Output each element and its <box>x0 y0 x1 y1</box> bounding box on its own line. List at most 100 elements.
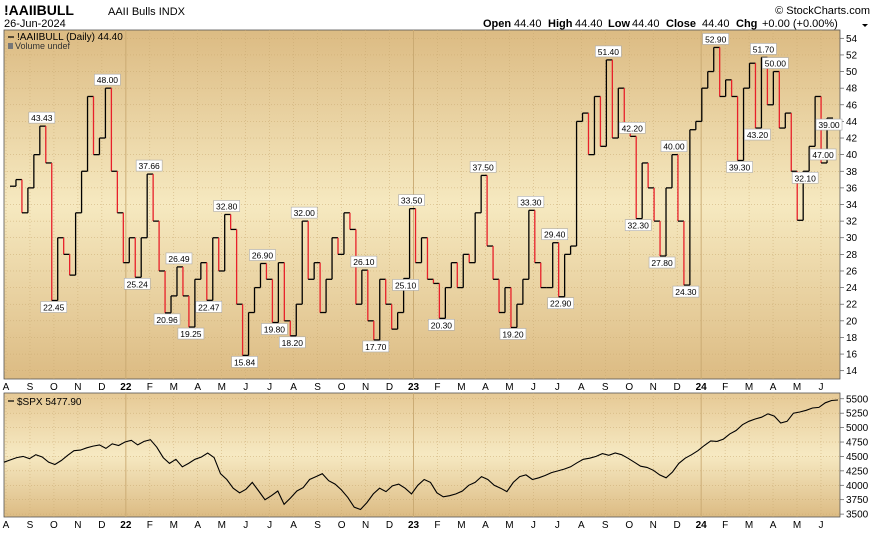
point-label-text: 37.50 <box>472 162 494 172</box>
main-y-tick-label: 42 <box>846 134 858 145</box>
low-label: Low <box>608 18 630 30</box>
point-label: 32.10 <box>791 171 819 184</box>
watermark: © StockCharts.com <box>775 5 870 17</box>
spx-x-tick-label: A <box>770 520 777 531</box>
main-x-tick-label: M <box>793 382 801 393</box>
point-label-text: 19.80 <box>264 324 286 334</box>
point-label: 26.90 <box>249 249 276 261</box>
close-value: 44.40 <box>702 18 730 30</box>
main-y-tick-label: 24 <box>846 283 858 294</box>
point-label: 51.40 <box>595 45 622 58</box>
point-label-text: 47.00 <box>812 150 834 160</box>
point-label-text: 51.70 <box>753 44 775 54</box>
point-label: 33.30 <box>517 196 545 208</box>
chart-date: 26-Jun-2024 <box>4 18 66 30</box>
point-label-text: 26.49 <box>168 254 190 264</box>
spx-x-tick-label: 22 <box>120 520 132 531</box>
point-label: 50.00 <box>762 57 789 69</box>
main-x-tick-label: J <box>555 382 560 393</box>
bulls-point-labels: 43.43 22.45 48.00 25.24 37.66 20.96 26.49 19.25… <box>28 33 843 368</box>
main-y-tick-label: 14 <box>846 366 858 377</box>
spx-x-axis: A S O N D 22 F M A M J J A S O N D 23 F M A M J J A S O N D 24 F M A M J <box>3 520 824 531</box>
spx-x-tick-label: A <box>3 520 10 531</box>
main-y-tick-label: 54 <box>846 34 858 45</box>
point-label-text: 52.90 <box>705 34 727 44</box>
point-label: 39.00 <box>815 118 843 131</box>
point-label-box <box>94 73 121 86</box>
point-label: 15.84 <box>231 356 258 368</box>
header-down-arrow <box>862 24 868 27</box>
spx-y-axis: 3500 3750 4000 4250 4500 4750 5000 5250 5500 <box>840 394 869 521</box>
point-label-text: 22.90 <box>550 299 572 309</box>
main-legend: !AAIIBULL (Daily) 44.40 Volume undef <box>8 32 123 51</box>
point-label-box <box>499 328 527 340</box>
spx-x-tick-label: O <box>338 520 346 531</box>
point-label: 20.96 <box>153 313 181 326</box>
point-label-text: 33.50 <box>401 196 423 206</box>
point-label: 43.20 <box>744 128 771 141</box>
point-label-text: 33.30 <box>520 197 542 207</box>
point-label-box <box>672 285 700 298</box>
spx-series-line <box>3 399 839 511</box>
point-label-text: 40.00 <box>663 142 685 152</box>
point-label-text: 29.40 <box>544 230 566 240</box>
point-label-text: 22.47 <box>198 302 220 312</box>
point-label-box <box>177 327 205 340</box>
main-x-tick-label: S <box>27 382 34 393</box>
spx-x-tick-label: A <box>482 520 489 531</box>
point-label: 39.30 <box>726 161 753 173</box>
spx-y-tick-label: 4750 <box>846 438 869 449</box>
main-panel-title: !AAIIBULL (Daily) 44.40 <box>17 32 123 43</box>
main-x-tick-label: 23 <box>408 382 420 393</box>
spx-gridlines <box>4 393 840 517</box>
point-label-text: 26.10 <box>353 257 375 267</box>
main-y-tick-label: 16 <box>846 350 858 361</box>
point-label-text: 19.25 <box>180 329 202 339</box>
point-label-box <box>398 194 425 206</box>
main-x-tick-label: M <box>457 382 465 393</box>
point-label-box <box>392 279 419 291</box>
main-x-tick-label: D <box>674 382 681 393</box>
main-x-tick-label: J <box>819 382 824 393</box>
point-label: 42.20 <box>618 122 646 134</box>
spx-x-tick-label: J <box>531 520 536 531</box>
spx-x-tick-label: S <box>602 520 609 531</box>
main-x-tick-label: D <box>386 382 393 393</box>
main-x-tick-label: A <box>194 382 201 393</box>
spx-y-tick-label: 3750 <box>846 495 869 506</box>
point-label-box <box>660 140 688 152</box>
spx-x-tick-label: D <box>674 520 681 531</box>
main-x-tick-label: A <box>770 382 777 393</box>
point-label-box <box>762 57 789 69</box>
main-panel-subtitle: Volume undef <box>15 41 71 51</box>
point-label-box <box>618 122 646 134</box>
main-x-tick-label: M <box>170 382 178 393</box>
spx-x-tick-label: O <box>50 520 58 531</box>
point-label-text: 43.20 <box>747 130 769 140</box>
point-label-box <box>809 148 837 161</box>
point-label-box <box>213 200 240 212</box>
spx-panel-background <box>3 392 841 518</box>
spx-x-tick-label: M <box>218 520 226 531</box>
low-value: 44.40 <box>632 18 660 30</box>
point-label-text: 22.45 <box>43 302 65 312</box>
main-y-tick-label: 20 <box>846 316 858 327</box>
point-label: 52.90 <box>702 33 730 45</box>
point-label-box <box>135 159 163 172</box>
spx-x-tick-label: D <box>386 520 393 531</box>
spx-y-tick-label: 4250 <box>846 466 869 477</box>
point-label-box <box>231 356 258 368</box>
point-label-text: 48.00 <box>97 75 119 85</box>
point-label-text: 25.10 <box>395 280 417 290</box>
point-label: 19.25 <box>177 327 205 340</box>
point-label-text: 43.43 <box>31 113 53 123</box>
main-x-tick-label: M <box>218 382 226 393</box>
spx-x-tick-label: A <box>578 520 585 531</box>
spx-y-tick-label: 4500 <box>846 452 869 463</box>
main-x-tick-label: O <box>625 382 633 393</box>
main-x-tick-label: S <box>602 382 609 393</box>
spx-x-tick-label: 23 <box>408 520 420 531</box>
point-label-box <box>791 171 819 184</box>
spx-panel-title: $SPX 5477.90 <box>17 397 82 408</box>
